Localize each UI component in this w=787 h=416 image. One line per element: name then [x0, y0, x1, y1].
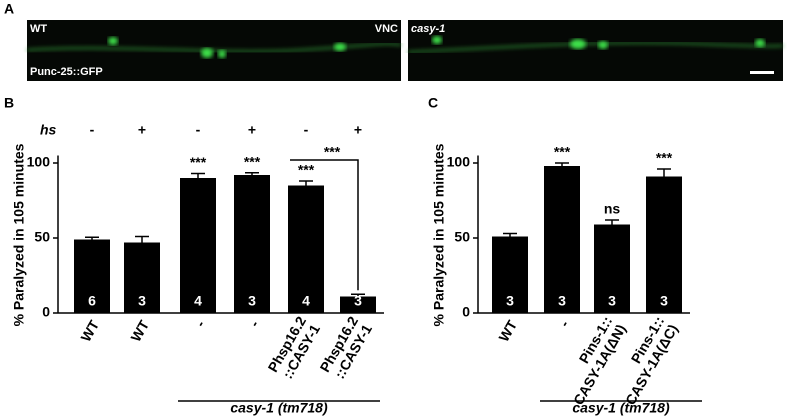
image-label: VNC	[375, 23, 398, 35]
sample-size: 3	[558, 293, 566, 309]
x-tick-label: WT	[495, 317, 520, 344]
y-tick-label: 100	[447, 154, 471, 170]
hs-sign: -	[304, 122, 309, 138]
hs-sign: +	[138, 122, 146, 138]
sample-size: 4	[194, 293, 202, 309]
significance: ***	[244, 153, 261, 169]
micrograph-left: WT VNC Punc-25::GFP	[26, 20, 402, 81]
sample-size: 3	[138, 293, 146, 309]
x-tick-label: -	[556, 317, 572, 329]
x-tick-label-line: -	[246, 317, 262, 329]
significance: ***	[554, 144, 571, 160]
hs-label: hs	[40, 122, 57, 138]
sample-size: 3	[506, 293, 514, 309]
sample-size: 6	[88, 293, 96, 309]
significance: ***	[298, 162, 315, 178]
y-tick-label: 100	[27, 154, 51, 170]
x-tick-label-line: -	[556, 317, 572, 329]
x-tick-label: Phsp16.2::CASY-1	[316, 313, 375, 382]
hs-sign: -	[196, 122, 201, 138]
y-tick-label: 0	[42, 304, 50, 320]
bar	[234, 175, 270, 313]
panel-label: C	[428, 95, 438, 111]
bracket-label: ***	[324, 144, 341, 160]
image-label: casy-1	[411, 23, 445, 35]
x-tick-label: WT	[127, 317, 152, 344]
bar	[594, 224, 630, 313]
y-tick-label: 0	[462, 304, 470, 320]
sample-size: 3	[354, 293, 362, 309]
x-tick-label-line: WT	[77, 317, 102, 344]
y-tick-label: 50	[454, 229, 470, 245]
bar	[74, 239, 110, 313]
bar	[646, 176, 682, 313]
y-axis-label: % Paralyzed in 105 minutes	[11, 143, 27, 326]
group-label: casy-1 (tm718)	[572, 400, 670, 416]
sample-size: 3	[608, 293, 616, 309]
panel-label: B	[4, 95, 14, 111]
bar	[124, 242, 160, 313]
sample-size: 4	[302, 293, 310, 309]
scale-bar	[750, 71, 774, 74]
significance: ns	[604, 201, 621, 217]
sample-size: 3	[660, 293, 668, 309]
hs-sign: +	[354, 122, 362, 138]
bar	[544, 166, 580, 313]
x-tick-label-line: WT	[495, 317, 520, 344]
x-tick-label: Phsp16.2::CASY-1	[264, 313, 323, 382]
x-tick-label: -	[192, 317, 208, 329]
y-axis-label: % Paralyzed in 105 minutes	[431, 143, 447, 326]
hs-sign: +	[248, 122, 256, 138]
micrograph-right: casy-1	[407, 20, 784, 81]
sample-size: 3	[248, 293, 256, 309]
x-tick-label-line: -	[192, 317, 208, 329]
bar	[340, 296, 376, 313]
hs-sign: -	[90, 122, 95, 138]
image-label: Punc-25::GFP	[30, 66, 103, 78]
significance: ***	[656, 150, 673, 166]
bar	[288, 185, 324, 313]
x-tick-label-line: WT	[127, 317, 152, 344]
group-label: casy-1 (tm718)	[230, 400, 328, 416]
panel-label: A	[4, 1, 14, 17]
x-tick-label: -	[246, 317, 262, 329]
bar	[180, 178, 216, 313]
bracket	[290, 159, 359, 291]
y-tick-label: 50	[34, 229, 50, 245]
x-tick-label: WT	[77, 317, 102, 344]
significance: ***	[190, 154, 207, 170]
bar	[492, 236, 528, 313]
image-label: WT	[30, 23, 47, 35]
